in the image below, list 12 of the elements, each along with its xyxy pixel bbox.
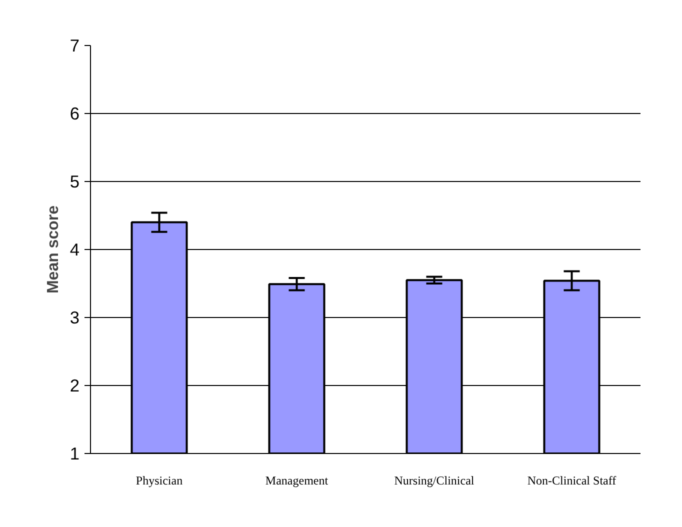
- y-tick-label: 7: [70, 36, 80, 56]
- y-axis-title: Mean score: [44, 205, 62, 294]
- y-tick-label: 1: [70, 444, 80, 464]
- x-tick-label: Management: [265, 474, 329, 488]
- y-tick-label: 4: [70, 240, 80, 260]
- y-tick-label: 5: [70, 172, 80, 192]
- y-tick-label: 6: [70, 104, 80, 124]
- x-tick-label: Non-Clinical Staff: [527, 474, 616, 488]
- x-tick-label: Physician: [136, 474, 183, 488]
- x-tick-label: Nursing/Clinical: [394, 474, 475, 488]
- y-tick-label: 2: [70, 376, 80, 396]
- y-tick-label: 3: [70, 308, 80, 328]
